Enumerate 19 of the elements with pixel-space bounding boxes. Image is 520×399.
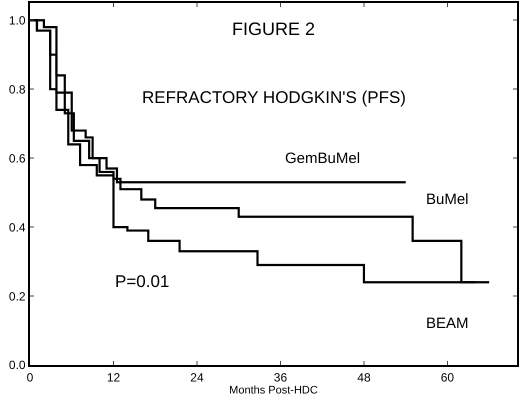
x-tick-label: 12 — [106, 370, 120, 384]
text: REFRACTORY HODGKIN'S (PFS) — [142, 88, 406, 107]
x-tick-label: 48 — [357, 370, 371, 384]
x-tick-label: 0 — [26, 370, 34, 384]
x-tick-label: 36 — [274, 370, 288, 384]
y-tick-label: 0.8 — [8, 82, 26, 96]
x-tick-label: 60 — [440, 370, 454, 384]
annotation: P=0.01 — [115, 272, 170, 291]
text: BEAM — [426, 315, 469, 332]
y-tick-label: 1.0 — [8, 13, 26, 28]
series-label: BuMel — [426, 191, 469, 208]
text: FIGURE 2 — [232, 19, 316, 39]
x-axis-title: Months Post-HDC — [229, 384, 318, 396]
x-tick-label: 24 — [190, 370, 204, 384]
y-tick-label: 0.0 — [8, 358, 26, 372]
y-tick-label: 0.6 — [8, 151, 26, 166]
y-tick-label: 0.2 — [8, 289, 26, 304]
y-tick-label: 0.4 — [8, 220, 26, 234]
series-label: GemBuMel — [285, 150, 360, 167]
